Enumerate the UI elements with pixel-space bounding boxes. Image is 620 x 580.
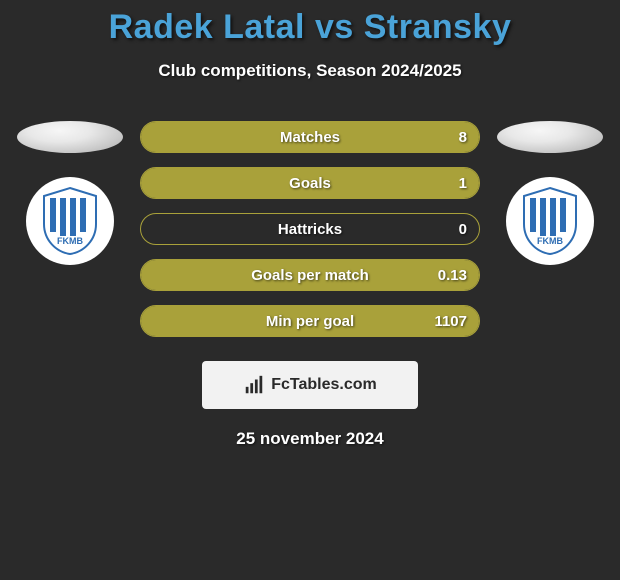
- player-left-silhouette: [17, 121, 123, 153]
- stat-row: Hattricks 0: [140, 213, 480, 245]
- stat-label: Goals: [289, 175, 331, 192]
- stat-label: Goals per match: [251, 267, 369, 284]
- left-side: FKMB: [10, 121, 130, 265]
- club-left-badge: FKMB: [26, 177, 114, 265]
- stat-row: Matches 8: [140, 121, 480, 153]
- watermark-text: FcTables.com: [271, 376, 377, 394]
- comparison-card: Radek Latal vs Stransky Club competition…: [0, 0, 620, 449]
- player-right-silhouette: [497, 121, 603, 153]
- club-right-badge: FKMB: [506, 177, 594, 265]
- right-side: FKMB: [490, 121, 610, 265]
- stat-row: Min per goal 1107: [140, 305, 480, 337]
- stat-value: 0: [459, 221, 467, 238]
- watermark[interactable]: FcTables.com: [202, 361, 418, 409]
- chart-icon: [243, 374, 265, 396]
- stat-label: Matches: [280, 129, 340, 146]
- stats-column: Matches 8 Goals 1 Hattricks 0 Goals per …: [140, 121, 480, 337]
- svg-text:FKMB: FKMB: [537, 236, 563, 246]
- date-text: 25 november 2024: [0, 429, 620, 449]
- stat-row: Goals per match 0.13: [140, 259, 480, 291]
- page-title: Radek Latal vs Stransky: [0, 8, 620, 47]
- stat-value: 0.13: [438, 267, 467, 284]
- stat-value: 1107: [434, 313, 467, 330]
- shield-icon: FKMB: [520, 186, 580, 256]
- vs-text: vs: [315, 8, 354, 46]
- stat-value: 1: [459, 175, 467, 192]
- svg-text:FKMB: FKMB: [57, 236, 83, 246]
- shield-icon: FKMB: [40, 186, 100, 256]
- stat-value: 8: [459, 129, 467, 146]
- stat-label: Hattricks: [278, 221, 342, 238]
- player-left-name: Radek Latal: [109, 8, 305, 46]
- player-right-name: Stransky: [364, 8, 512, 46]
- stat-label: Min per goal: [266, 313, 354, 330]
- subtitle: Club competitions, Season 2024/2025: [0, 61, 620, 81]
- main-layout: FKMB Matches 8 Goals 1 Hattricks 0: [0, 121, 620, 337]
- stat-row: Goals 1: [140, 167, 480, 199]
